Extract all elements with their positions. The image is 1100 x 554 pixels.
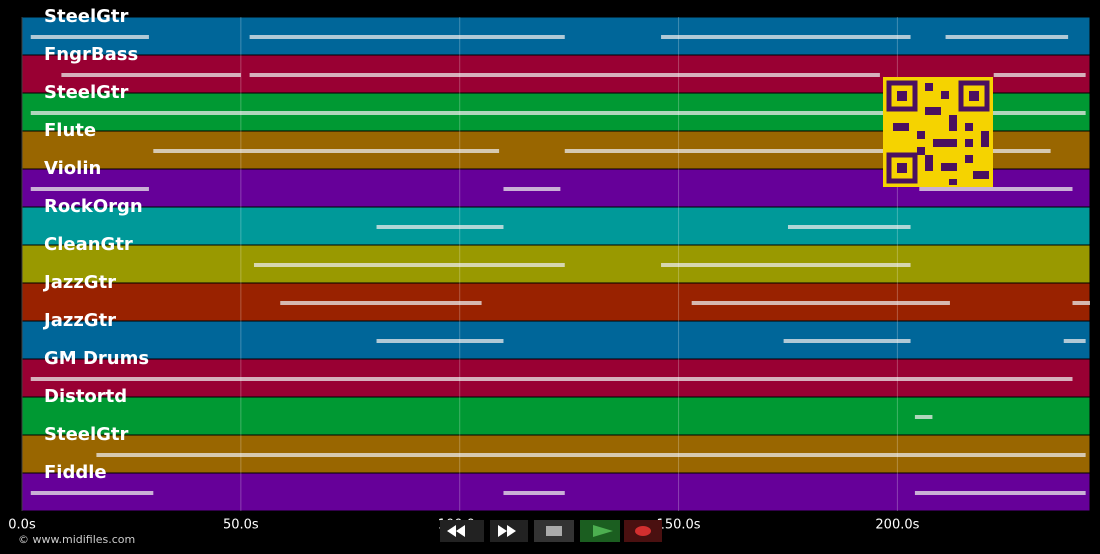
note-span xyxy=(919,187,1073,191)
note-span xyxy=(376,339,504,343)
note-span xyxy=(30,491,154,495)
note-span xyxy=(564,149,1051,153)
track-name: SteelGtr xyxy=(44,6,129,27)
track-name: RockOrgn xyxy=(44,196,143,217)
record-button[interactable] xyxy=(624,520,662,542)
x-tick-label: 50.0s xyxy=(223,518,259,533)
note-span xyxy=(945,35,1069,39)
footer: © www.midifiles.com xyxy=(18,533,135,546)
note-span xyxy=(1063,339,1086,343)
forward-button[interactable] xyxy=(490,520,528,542)
track-name: FngrBass xyxy=(44,44,138,65)
transport-controls xyxy=(440,520,662,542)
note-span xyxy=(30,35,149,39)
note-span xyxy=(253,263,565,267)
note-span xyxy=(249,73,880,77)
note-span xyxy=(787,225,911,229)
note-span xyxy=(993,73,1086,77)
track-name: Fiddle xyxy=(44,462,107,483)
track-name: SteelGtr xyxy=(44,424,129,445)
note-span xyxy=(503,187,561,191)
track-name: CleanGtr xyxy=(44,234,133,255)
track-band xyxy=(21,320,1091,360)
note-span xyxy=(30,187,149,191)
note-span xyxy=(503,491,565,495)
note-span xyxy=(783,339,911,343)
x-tick-label: 0.0s xyxy=(8,518,36,533)
note-span xyxy=(280,301,482,305)
track-name: GM Drums xyxy=(44,348,149,369)
track-band xyxy=(21,396,1091,436)
note-span xyxy=(661,35,911,39)
plot xyxy=(21,16,1091,512)
note-span xyxy=(249,35,565,39)
note-span xyxy=(914,415,933,419)
labels: SteelGtr FngrBass SteelGtr Flute Violin RockO… xyxy=(8,6,919,533)
play-button[interactable] xyxy=(580,520,620,542)
note-span xyxy=(30,377,1073,381)
track-band xyxy=(21,206,1091,246)
note-span xyxy=(1072,301,1090,305)
qr-code xyxy=(883,77,993,187)
track-name: Distortd xyxy=(44,386,127,407)
track-name: JazzGtr xyxy=(42,272,116,293)
note-span xyxy=(376,225,504,229)
rewind-button[interactable] xyxy=(440,520,484,542)
note-span xyxy=(691,301,950,305)
note-span xyxy=(96,453,1086,457)
note-span xyxy=(153,149,500,153)
note-span xyxy=(661,263,911,267)
stop-button[interactable] xyxy=(534,520,574,542)
track-name: SteelGtr xyxy=(44,82,129,103)
track-name: Flute xyxy=(44,120,96,141)
note-span xyxy=(914,491,1086,495)
x-tick-label: 150.0s xyxy=(657,518,701,533)
x-tick-label: 200.0s xyxy=(875,518,919,533)
track-name: Violin xyxy=(44,158,101,179)
track-name: JazzGtr xyxy=(42,310,116,331)
note-span xyxy=(30,111,1086,115)
note-span xyxy=(61,73,241,77)
